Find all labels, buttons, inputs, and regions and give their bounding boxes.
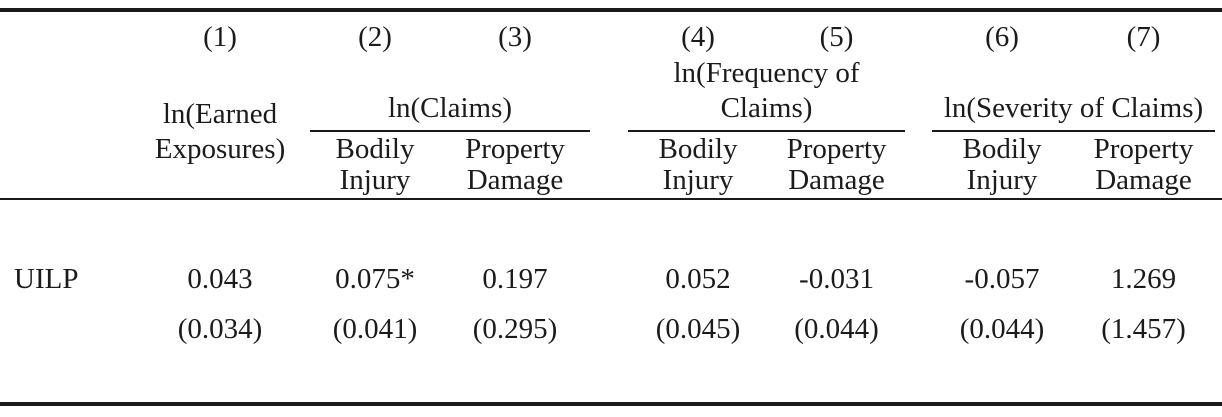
- coefficient-cell: 0.075*: [335, 262, 415, 295]
- group-gap: [590, 303, 628, 355]
- right-pad: [1215, 303, 1222, 355]
- header-claims: ln(Claims): [310, 56, 590, 132]
- standard-error-cell: (0.044): [959, 312, 1045, 345]
- coefficient-cell: -0.057: [964, 262, 1040, 295]
- standard-error-cell: (0.034): [177, 312, 263, 345]
- group-gap: [905, 56, 932, 131]
- header-frequency-of-claims: ln(Frequency of Claims): [628, 56, 905, 132]
- standard-error-row: (0.034) (0.041) (0.295) (0.045) (0.044) …: [0, 303, 1222, 355]
- column-number-3: (3): [498, 21, 532, 53]
- spacer-row: [0, 199, 1222, 255]
- header-severity-of-claims: ln(Severity of Claims): [932, 56, 1215, 132]
- standard-error-cell: (0.295): [472, 312, 558, 345]
- subheaders-row: Bodily Injury Property Damage Bodily Inj…: [0, 131, 1222, 200]
- corner-cell: [0, 10, 130, 56]
- column-numbers-row: (1) (2) (3) (4) (5) (6) (7): [0, 10, 1222, 56]
- subheader-bodily-injury: Bodily Injury: [932, 131, 1072, 200]
- right-pad: [1215, 255, 1222, 303]
- right-pad: [1215, 56, 1222, 131]
- spacer-cell: [0, 355, 1222, 406]
- right-pad: [1215, 131, 1222, 200]
- group-gap: [905, 303, 932, 355]
- spacer-cell: [0, 199, 1222, 255]
- bottom-spacer-row: [0, 355, 1222, 406]
- corner-cell: [0, 56, 130, 200]
- subheader-bodily-injury: Bodily Injury: [310, 131, 440, 200]
- subheader-property-damage: Property Damage: [1072, 131, 1215, 200]
- coefficient-cell: -0.031: [799, 262, 874, 295]
- coefficient-cell: 0.052: [665, 262, 731, 295]
- column-number-6: (6): [985, 21, 1019, 53]
- group-gap: [905, 255, 932, 303]
- standard-error-cell: (0.044): [794, 312, 879, 345]
- coefficient-cell: 0.197: [482, 262, 548, 295]
- row-label-empty: [0, 303, 130, 355]
- header-earned-exposures: ln(Earned Exposures): [130, 56, 310, 200]
- group-gap: [590, 131, 628, 200]
- coefficient-cell: 1.269: [1110, 262, 1177, 295]
- group-gap: [905, 131, 932, 200]
- subheader-property-damage: Property Damage: [768, 131, 905, 200]
- column-number-1: (1): [203, 21, 237, 53]
- group-gap: [590, 255, 628, 303]
- standard-error-cell: (1.457): [1101, 312, 1186, 345]
- coefficient-cell: 0.043: [187, 262, 253, 295]
- subheader-property-damage: Property Damage: [440, 131, 590, 200]
- coefficient-row: UILP 0.043 0.075* 0.197 0.052 -0.031 -0.…: [0, 255, 1222, 303]
- right-pad: [1215, 10, 1222, 56]
- group-headers-row: ln(Earned Exposures) ln(Claims) ln(Frequ…: [0, 56, 1222, 200]
- standard-error-cell: (0.041): [332, 312, 418, 345]
- column-number-7: (7): [1126, 21, 1161, 53]
- column-number-2: (2): [358, 21, 392, 53]
- row-label-uilp: UILP: [14, 262, 79, 295]
- standard-error-cell: (0.045): [655, 312, 741, 345]
- group-gap: [590, 56, 628, 131]
- subheader-bodily-injury: Bodily Injury: [628, 131, 768, 200]
- column-number-4: (4): [681, 21, 715, 53]
- regression-results-table: (1) (2) (3) (4) (5) (6) (7) ln(Earned Ex…: [0, 8, 1222, 406]
- column-number-5: (5): [819, 21, 854, 53]
- group-gap: [905, 10, 932, 56]
- group-gap: [590, 10, 628, 56]
